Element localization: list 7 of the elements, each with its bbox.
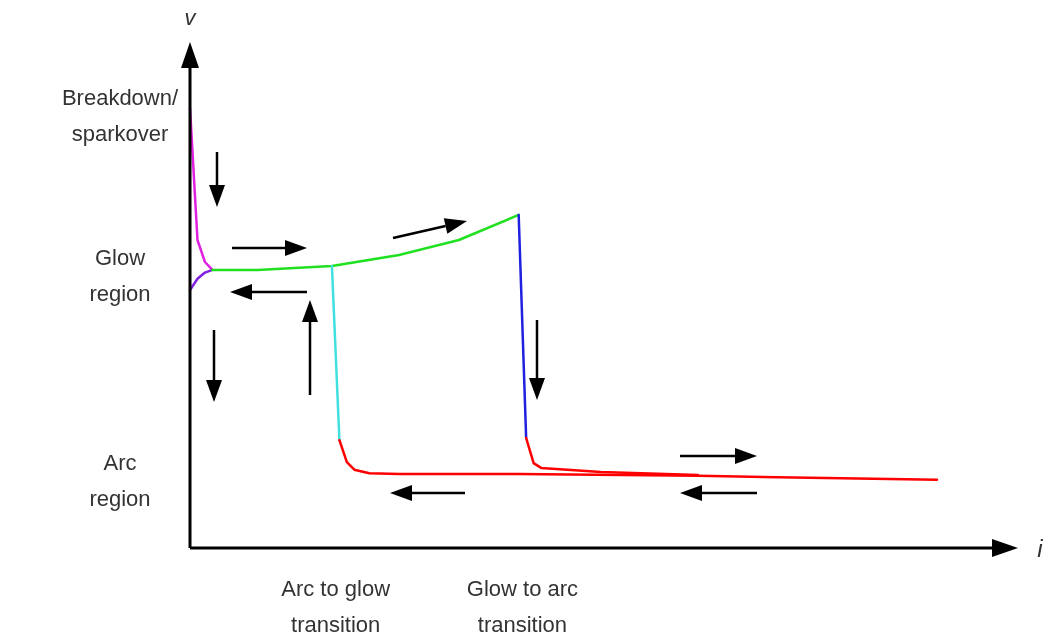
text: Arc region — [89, 450, 151, 511]
text: Glow to arc transition — [466, 576, 579, 637]
text: Glow region — [89, 245, 151, 306]
text: Breakdown/ sparkover — [61, 85, 179, 146]
x-axis-title: i — [1037, 535, 1044, 562]
y-axis-title: v — [184, 5, 198, 30]
text: Arc to glow transition — [281, 576, 391, 637]
